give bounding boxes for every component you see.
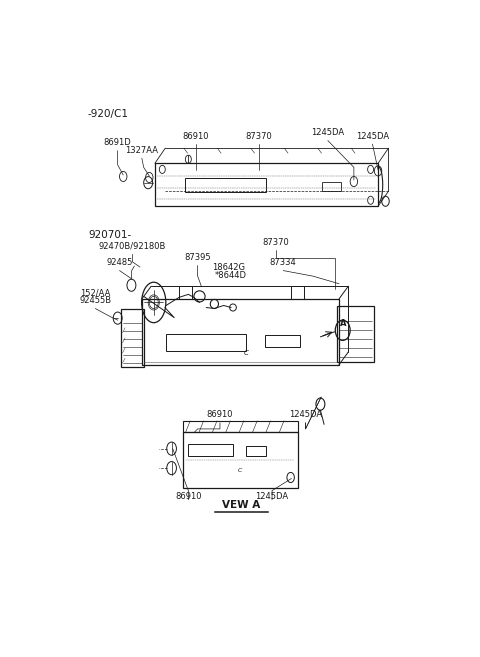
- Bar: [183, 432, 298, 487]
- Text: -920/C1: -920/C1: [88, 109, 129, 120]
- Bar: [264, 335, 300, 347]
- Text: 1245DA: 1245DA: [356, 131, 389, 141]
- Bar: [185, 178, 266, 192]
- Bar: [179, 286, 192, 299]
- Text: *8644D: *8644D: [215, 271, 246, 280]
- Text: 152/AA: 152/AA: [80, 288, 110, 298]
- Text: 86910: 86910: [175, 492, 202, 501]
- Text: 1245DA: 1245DA: [289, 411, 322, 419]
- Text: 87370: 87370: [263, 238, 289, 247]
- Text: 920701-: 920701-: [88, 230, 131, 240]
- Text: 1327AA: 1327AA: [125, 146, 158, 155]
- Text: C: C: [238, 468, 242, 474]
- Bar: [246, 446, 266, 456]
- Text: VEW A: VEW A: [222, 500, 261, 510]
- Bar: [166, 334, 246, 350]
- Text: 87370: 87370: [246, 131, 272, 141]
- Bar: [188, 443, 233, 456]
- Text: 1245DA: 1245DA: [311, 128, 345, 137]
- Text: 92485: 92485: [107, 258, 132, 267]
- Bar: [142, 299, 339, 365]
- Text: 87395: 87395: [184, 253, 211, 262]
- Text: 92470B/92180B: 92470B/92180B: [99, 242, 166, 251]
- Bar: [337, 306, 374, 362]
- Text: 86910: 86910: [182, 131, 209, 141]
- Text: 1245DA: 1245DA: [255, 492, 288, 501]
- Bar: [155, 164, 378, 206]
- Bar: [290, 286, 304, 299]
- Text: 92455B: 92455B: [79, 296, 111, 305]
- Text: A: A: [339, 319, 346, 328]
- Text: 8691D: 8691D: [104, 138, 132, 147]
- Text: 87334: 87334: [270, 258, 297, 267]
- Text: 86910: 86910: [207, 411, 233, 419]
- Text: C: C: [243, 350, 249, 355]
- Text: 18642G: 18642G: [212, 263, 245, 272]
- Bar: [121, 309, 144, 367]
- Bar: [322, 182, 341, 191]
- Bar: [183, 421, 298, 432]
